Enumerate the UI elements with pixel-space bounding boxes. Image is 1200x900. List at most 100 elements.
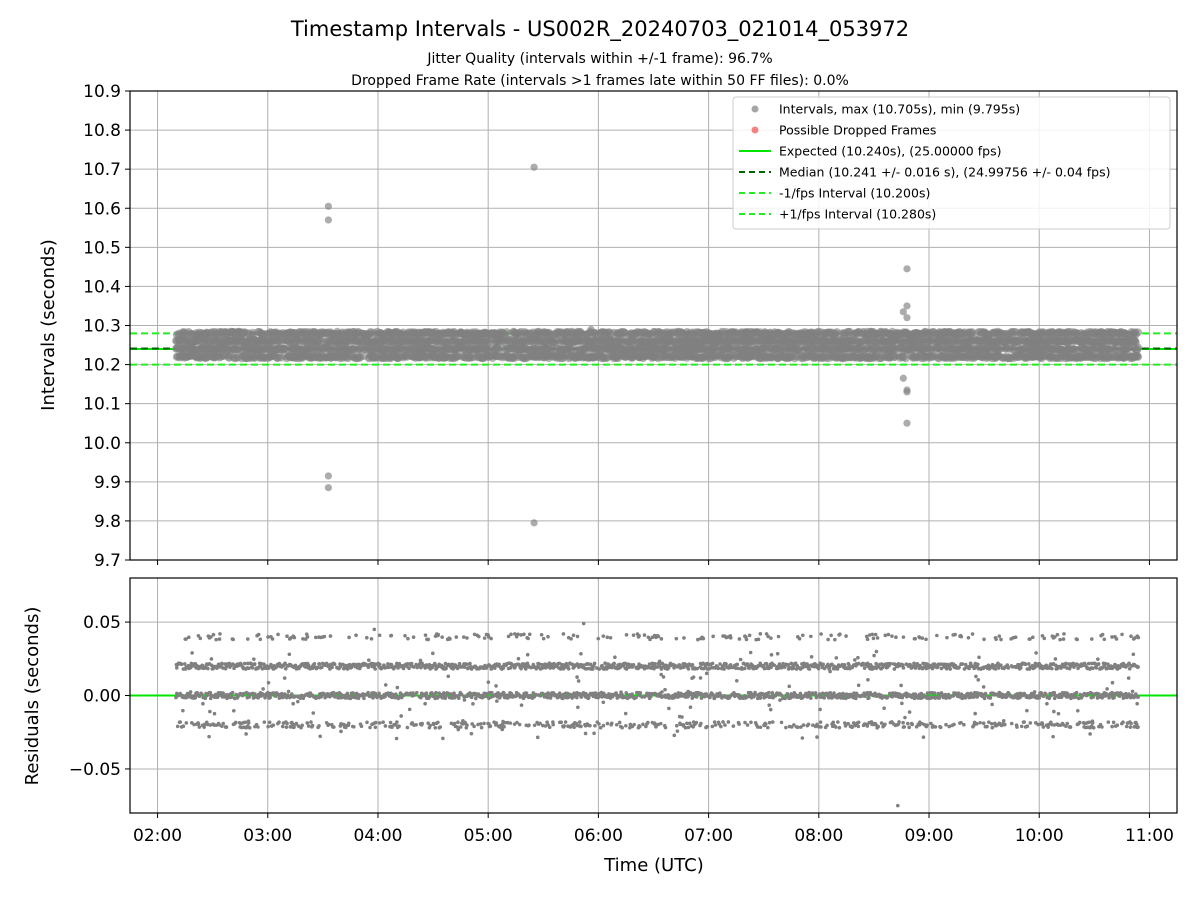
residual-point: [423, 701, 427, 706]
residual-point: [348, 696, 353, 701]
residual-point: [331, 690, 336, 695]
residual-point: [201, 701, 205, 706]
residual-point: [247, 725, 252, 730]
residual-point: [509, 632, 513, 637]
residual-point: [605, 635, 610, 640]
residual-point: [559, 720, 563, 725]
interval-outlier-point: [530, 519, 538, 527]
residual-point: [174, 666, 179, 670]
residual-point: [271, 723, 276, 727]
intervals-points: [172, 163, 1143, 527]
residual-point: [207, 734, 211, 739]
residual-point: [365, 720, 369, 725]
residual-point: [244, 732, 248, 736]
legend-entry-1-marker: [751, 126, 759, 134]
residual-point: [508, 721, 513, 725]
interval-point: [1134, 328, 1143, 337]
intervals-y-tick-label: 9.7: [94, 551, 121, 571]
intervals-y-tick-label: 10.7: [83, 160, 121, 180]
residual-point: [317, 724, 321, 728]
residual-point: [569, 637, 573, 641]
residual-point: [178, 720, 183, 724]
residual-point: [313, 635, 318, 640]
residual-point: [613, 655, 617, 659]
residual-point: [258, 637, 263, 642]
residual-point: [196, 722, 201, 726]
residual-point: [601, 700, 606, 705]
residual-point: [246, 719, 251, 723]
residual-point: [261, 687, 265, 691]
residual-point: [516, 656, 521, 661]
intervals-y-axis-label: Intervals (seconds): [38, 239, 59, 411]
residual-point: [588, 723, 592, 728]
residual-point: [217, 637, 222, 641]
residual-point: [311, 711, 316, 715]
residual-point: [224, 725, 229, 729]
residual-point: [322, 634, 327, 639]
residual-point: [256, 632, 261, 637]
intervals-y-tick-label: 10.5: [83, 238, 121, 258]
residual-point: [179, 662, 184, 667]
residual-point: [494, 684, 498, 688]
residual-point: [414, 690, 419, 695]
residual-point: [286, 689, 291, 694]
residual-point: [330, 665, 334, 670]
residual-point: [617, 720, 622, 725]
residual-point: [291, 701, 295, 706]
residual-point: [497, 662, 502, 667]
residual-point: [561, 632, 566, 636]
residual-point: [270, 637, 275, 641]
residual-point: [309, 720, 313, 724]
residual-point: [181, 724, 186, 729]
chart-title: Timestamp Intervals - US002R_20240703_02…: [290, 17, 909, 42]
residual-point: [407, 707, 412, 712]
residual-point: [277, 720, 281, 725]
residual-point: [431, 651, 435, 656]
residual-point: [486, 680, 491, 684]
residual-point: [495, 699, 499, 703]
residual-point: [381, 720, 385, 724]
residual-point: [395, 685, 400, 690]
residual-point: [397, 724, 401, 729]
residual-point: [181, 708, 185, 713]
residual-point: [527, 723, 531, 728]
legend-entry-1-label: Possible Dropped Frames: [779, 123, 936, 138]
residual-point: [441, 691, 446, 695]
residual-point: [211, 632, 216, 637]
residual-point: [230, 690, 235, 695]
residual-point: [354, 633, 358, 638]
intervals-y-tick-label: 9.8: [94, 512, 121, 532]
residual-point: [276, 632, 280, 637]
residual-point: [612, 661, 616, 666]
residual-point: [231, 708, 236, 713]
residual-point: [229, 695, 234, 699]
residual-point: [399, 714, 403, 718]
residual-point: [575, 675, 579, 679]
legend-entry-4-label: -1/fps Interval (10.200s): [779, 186, 930, 201]
interval-outlier-point: [324, 202, 332, 210]
residual-point: [401, 666, 406, 671]
legend-entry-3-label: Median (10.241 +/- 0.016 s), (24.99756 +…: [779, 165, 1110, 180]
residual-point: [461, 635, 466, 639]
legend-entry-5-label: +1/fps Interval (10.280s): [779, 207, 936, 222]
residual-point: [433, 725, 438, 730]
residual-point: [516, 632, 520, 637]
interval-point: [1134, 343, 1143, 352]
residual-point: [527, 632, 532, 637]
intervals-y-tick-label: 10.2: [83, 356, 121, 376]
residual-point: [597, 667, 602, 671]
residual-point: [312, 661, 317, 666]
residual-point: [218, 632, 222, 636]
residual-point: [233, 720, 238, 725]
residual-point: [614, 722, 619, 727]
residual-point: [592, 661, 597, 666]
residual-point: [182, 662, 187, 666]
residual-point: [306, 724, 311, 728]
residual-point: [576, 705, 580, 710]
residual-point: [468, 661, 472, 666]
residual-point: [546, 634, 550, 639]
residual-point: [389, 633, 394, 638]
residual-point: [188, 690, 193, 694]
residual-point: [523, 667, 528, 671]
residual-point: [214, 637, 218, 642]
